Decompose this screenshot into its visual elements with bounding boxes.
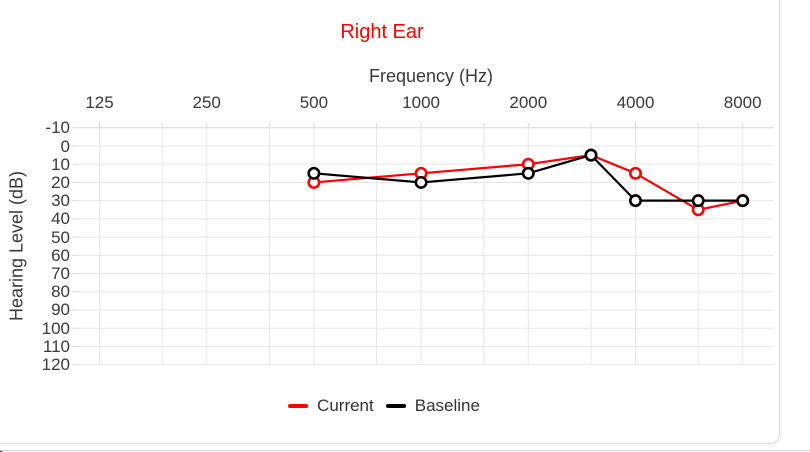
x-tick-label: 250 — [192, 93, 221, 112]
y-tick-label: 80 — [51, 282, 70, 302]
data-point-baseline[interactable] — [521, 166, 535, 180]
y-tick-label: 0 — [60, 136, 70, 156]
data-point-baseline[interactable] — [307, 166, 321, 180]
x-tick-label: 500 — [299, 93, 329, 112]
y-tick-label: 20 — [51, 172, 70, 192]
corner-accent — [0, 438, 11, 452]
y-tick-label: 50 — [51, 227, 70, 247]
data-point-baseline[interactable] — [584, 148, 598, 162]
legend-item-current[interactable]: Current — [288, 395, 374, 416]
data-point-current[interactable] — [628, 166, 642, 180]
y-tick-label: 70 — [51, 264, 70, 284]
y-tick-label: 90 — [51, 300, 70, 320]
y-tick-label: 100 — [41, 318, 70, 338]
data-point-baseline[interactable] — [736, 194, 750, 208]
data-point-baseline[interactable] — [414, 175, 428, 189]
x-tick-label: 1000 — [402, 93, 441, 112]
chart-title: Right Ear — [340, 21, 424, 43]
x-tick-label: 2000 — [509, 93, 548, 112]
chart-legend: Current Baseline — [288, 395, 480, 416]
x-tick-label: 125 — [85, 93, 114, 112]
legend-label: Baseline — [414, 396, 480, 415]
legend-dash-icon — [288, 403, 309, 408]
y-tick-label: 10 — [51, 154, 70, 174]
x-tick-label: 8000 — [723, 93, 762, 112]
y-tick-label: 60 — [51, 245, 70, 265]
data-point-baseline[interactable] — [628, 194, 642, 208]
data-point-baseline[interactable] — [691, 194, 705, 208]
x-axis-title: Frequency (Hz) — [368, 66, 494, 86]
legend-item-baseline[interactable]: Baseline — [385, 395, 480, 416]
y-tick-label: 30 — [51, 191, 70, 211]
y-tick-label: 120 — [41, 355, 70, 375]
y-tick-label: 110 — [42, 336, 70, 356]
page-divider — [0, 450, 810, 451]
y-tick-label: 40 — [51, 209, 70, 229]
chart-card — [0, 0, 780, 444]
x-tick-label: 4000 — [616, 93, 655, 112]
legend-label: Current — [317, 396, 374, 415]
legend-dash-icon — [385, 403, 406, 408]
y-tick-label: -10 — [45, 118, 70, 138]
